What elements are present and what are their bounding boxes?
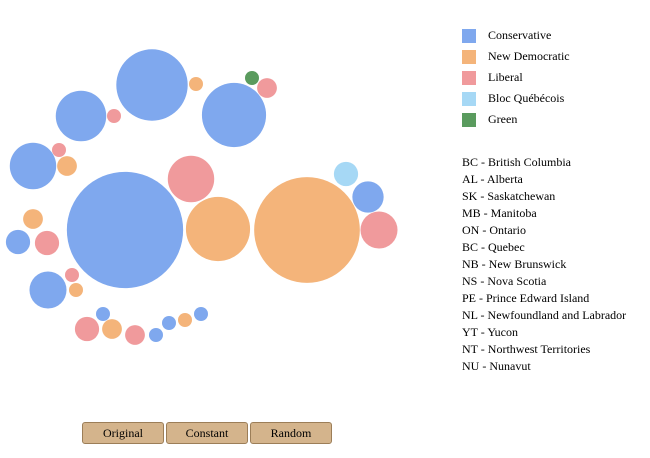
bubble [23, 209, 43, 229]
bubble [29, 271, 67, 309]
legend-swatch [462, 29, 476, 43]
bubble [352, 181, 384, 213]
bubble [96, 307, 110, 321]
legend-label: Conservative [488, 28, 551, 42]
bubble [102, 319, 122, 339]
province-label: NT - Northwest Territories [462, 342, 591, 356]
bubble [107, 109, 121, 123]
bubble [65, 268, 79, 282]
bubble [125, 325, 145, 345]
bubble [360, 211, 398, 249]
bubble [66, 171, 184, 289]
province-label: PE - Prince Edward Island [462, 291, 589, 305]
legend-swatch [462, 50, 476, 64]
province-label: NU - Nunavut [462, 359, 531, 373]
bubble [201, 82, 267, 148]
bubble [34, 230, 60, 256]
bubble [167, 155, 215, 203]
bubble [74, 316, 100, 342]
bubble [149, 328, 163, 342]
bubble [5, 229, 31, 255]
bubble [254, 177, 360, 283]
bubble [333, 161, 359, 187]
legend-label: Liberal [488, 70, 523, 84]
legend-label: New Democratic [488, 49, 570, 63]
bubble [9, 142, 57, 190]
province-label: YT - Yucon [462, 325, 518, 339]
legend-label: Bloc Québécois [488, 91, 565, 105]
bubble [185, 196, 251, 262]
province-label: NL - Newfoundland and Labrador [462, 308, 626, 322]
province-label: NB - New Brunswick [462, 257, 566, 271]
bubble [194, 307, 208, 321]
legend-label: Green [488, 112, 517, 126]
legend-swatch [462, 92, 476, 106]
mode-button[interactable]: Original [82, 422, 164, 444]
province-label: BC - British Columbia [462, 155, 572, 169]
legend-swatch [462, 71, 476, 85]
province-label: AL - Alberta [462, 172, 524, 186]
province-label: ON - Ontario [462, 223, 526, 237]
province-label: BC - Quebec [462, 240, 525, 254]
bubble [162, 316, 176, 330]
bubble [257, 78, 277, 98]
bubble [57, 156, 77, 176]
province-label: SK - Saskatchewan [462, 189, 555, 203]
bubble [55, 90, 107, 142]
mode-button[interactable]: Constant [166, 422, 248, 444]
province-label: NS - Nova Scotia [462, 274, 547, 288]
bubble [116, 49, 188, 121]
legend-swatch [462, 113, 476, 127]
mode-button[interactable]: Random [250, 422, 332, 444]
bubble [178, 313, 192, 327]
bubble [52, 143, 66, 157]
bubble [245, 71, 259, 85]
province-label: MB - Manitoba [462, 206, 537, 220]
bubble [69, 283, 83, 297]
bubble [189, 77, 203, 91]
